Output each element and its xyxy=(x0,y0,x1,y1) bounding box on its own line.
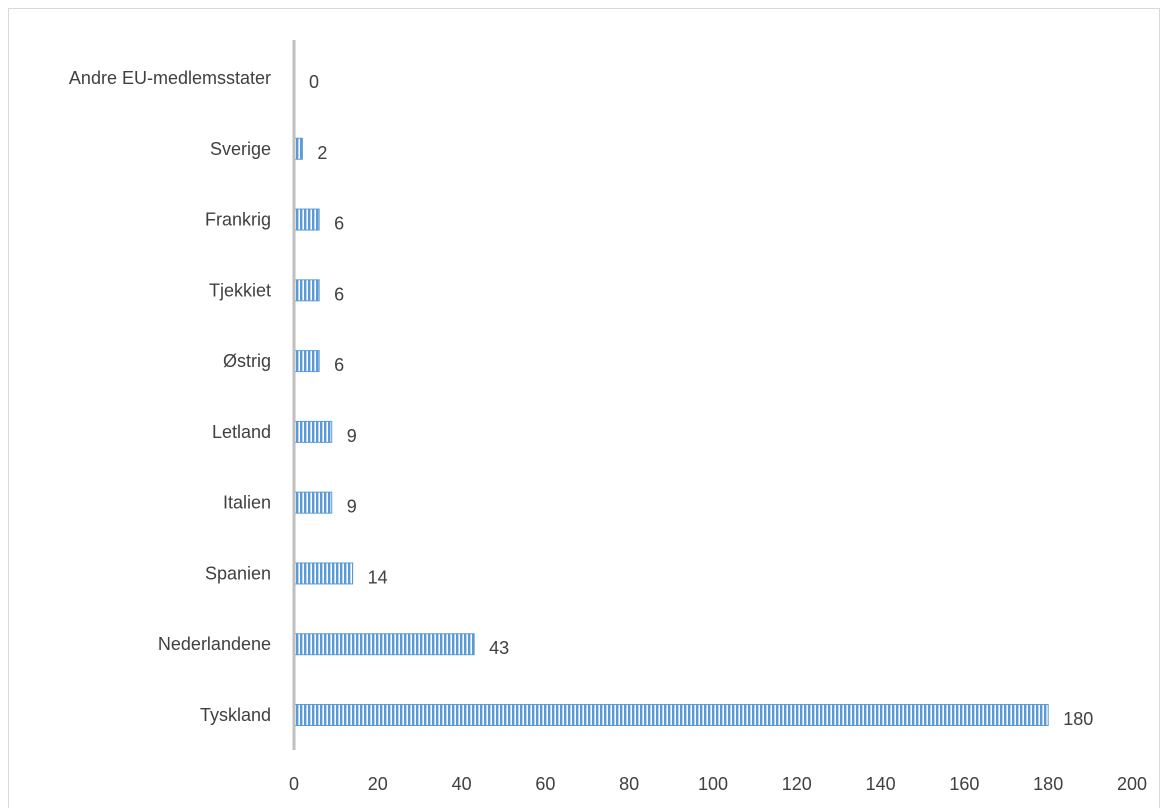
x-tick-labels: 0 20 40 60 80 100 120 140 160 180 200 xyxy=(289,774,1147,794)
x-tick-label-10: 200 xyxy=(1117,774,1147,794)
x-tick-label-0: 0 xyxy=(289,774,299,794)
value-label-0: 0 xyxy=(309,72,319,92)
bar-5 xyxy=(293,420,333,443)
value-label-4: 6 xyxy=(334,355,344,375)
chart-frame xyxy=(8,8,1160,808)
value-label-1: 2 xyxy=(317,143,327,163)
value-label-7: 14 xyxy=(368,567,388,587)
category-label-4: Østrig xyxy=(223,351,271,371)
category-label-5: Letland xyxy=(212,422,271,442)
value-label-5: 9 xyxy=(347,426,357,446)
category-labels: Andre EU-medlemsstater Sverige Frankrig Tje… xyxy=(69,68,271,725)
value-label-9: 180 xyxy=(1063,709,1093,729)
x-tick-label-7: 140 xyxy=(866,774,896,794)
x-tick-label-5: 100 xyxy=(698,774,728,794)
category-label-0: Andre EU-medlemsstater xyxy=(69,68,271,88)
value-labels: 0 2 6 6 6 9 9 14 43 180 xyxy=(309,72,1093,729)
value-label-8: 43 xyxy=(489,638,509,658)
category-label-1: Sverige xyxy=(210,139,271,159)
bar-9 xyxy=(293,704,1049,726)
category-label-3: Tjekkiet xyxy=(209,280,271,300)
x-tick-label-3: 60 xyxy=(535,774,555,794)
bar-6 xyxy=(293,491,333,514)
x-tick-label-1: 20 xyxy=(368,774,388,794)
bar-4 xyxy=(293,350,320,373)
x-tick-label-2: 40 xyxy=(452,774,472,794)
bar-3 xyxy=(293,279,320,302)
category-label-8: Nederlandene xyxy=(158,634,271,654)
category-label-9: Tyskland xyxy=(200,705,271,725)
value-label-3: 6 xyxy=(334,284,344,304)
bar-8 xyxy=(293,633,475,656)
value-label-6: 9 xyxy=(347,497,357,517)
bars-group xyxy=(293,137,1049,726)
x-tick-label-6: 120 xyxy=(782,774,812,794)
x-tick-label-8: 160 xyxy=(949,774,979,794)
value-label-2: 6 xyxy=(334,214,344,234)
category-label-7: Spanien xyxy=(205,563,271,583)
bar-7 xyxy=(293,562,354,585)
category-label-6: Italien xyxy=(223,493,271,513)
bar-2 xyxy=(293,208,320,231)
category-label-2: Frankrig xyxy=(205,210,271,230)
x-tick-label-9: 180 xyxy=(1033,774,1063,794)
x-tick-label-4: 80 xyxy=(619,774,639,794)
